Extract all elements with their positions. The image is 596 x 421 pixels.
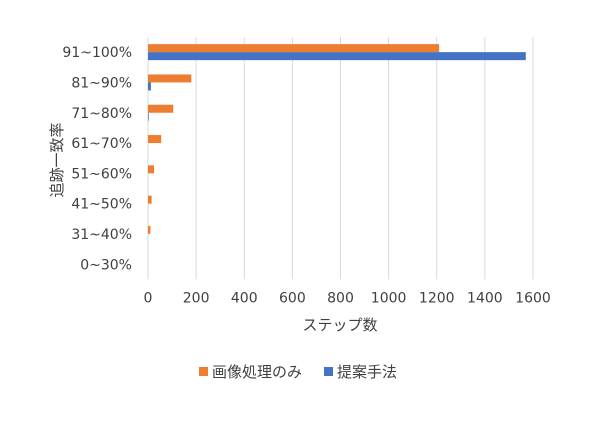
bar-image-only-3: [148, 165, 155, 174]
bar-image-only-2: [148, 195, 152, 204]
legend-item-series-2: 提案手法: [324, 361, 397, 382]
legend-item-series-1: 画像処理のみ: [198, 361, 302, 382]
x-tick-label: 800: [327, 290, 354, 306]
y-tick-label: 71~80%: [71, 106, 132, 122]
y-tick-labels: 0~30% 31~40% 41~50% 51~60% 61~70% 71~80% 81~90…: [62, 45, 132, 273]
bar-image-only-5: [148, 104, 174, 113]
x-tick-labels: 0 200 400 600 800 1000 1200 1400 1600: [144, 290, 551, 306]
x-tick-label: 1000: [371, 290, 407, 306]
legend-label-series-1: 画像処理のみ: [211, 363, 302, 381]
bar-image-only-1: [148, 225, 151, 234]
bar-proposed-5: [148, 112, 149, 121]
y-tick-label: 31~40%: [71, 227, 132, 243]
x-tick-label: 400: [231, 290, 258, 306]
y-tick-label: 51~60%: [71, 166, 132, 182]
y-tick-label: 41~50%: [71, 197, 132, 213]
bar-image-only-6: [148, 74, 192, 83]
y-tick-label: 81~90%: [71, 75, 132, 91]
x-tick-label: 600: [279, 290, 306, 306]
x-tick-label: 1200: [419, 290, 455, 306]
gridlines: [147, 37, 534, 280]
x-tick-label: 1600: [515, 290, 551, 306]
bar-proposed-6: [148, 82, 151, 91]
legend-swatch-series-2: [324, 367, 333, 376]
y-axis-title: 追跡一致率: [48, 122, 66, 197]
bars: [148, 44, 526, 234]
bar-image-only-4: [148, 135, 162, 144]
x-tick-label: 0: [144, 290, 153, 306]
x-axis-title: ステップ数: [302, 316, 377, 334]
bar-image-only-7: [148, 44, 440, 53]
x-tick-label: 1400: [467, 290, 503, 306]
y-tick-label: 0~30%: [80, 257, 132, 273]
x-tick-label: 200: [183, 290, 210, 306]
legend: 画像処理のみ 提案手法: [0, 361, 596, 382]
legend-label-series-2: 提案手法: [337, 363, 398, 381]
y-tick-label: 91~100%: [62, 45, 132, 61]
legend-swatch-series-1: [198, 367, 208, 376]
bar-proposed-7: [148, 52, 526, 61]
y-tick-label: 61~70%: [71, 136, 132, 152]
